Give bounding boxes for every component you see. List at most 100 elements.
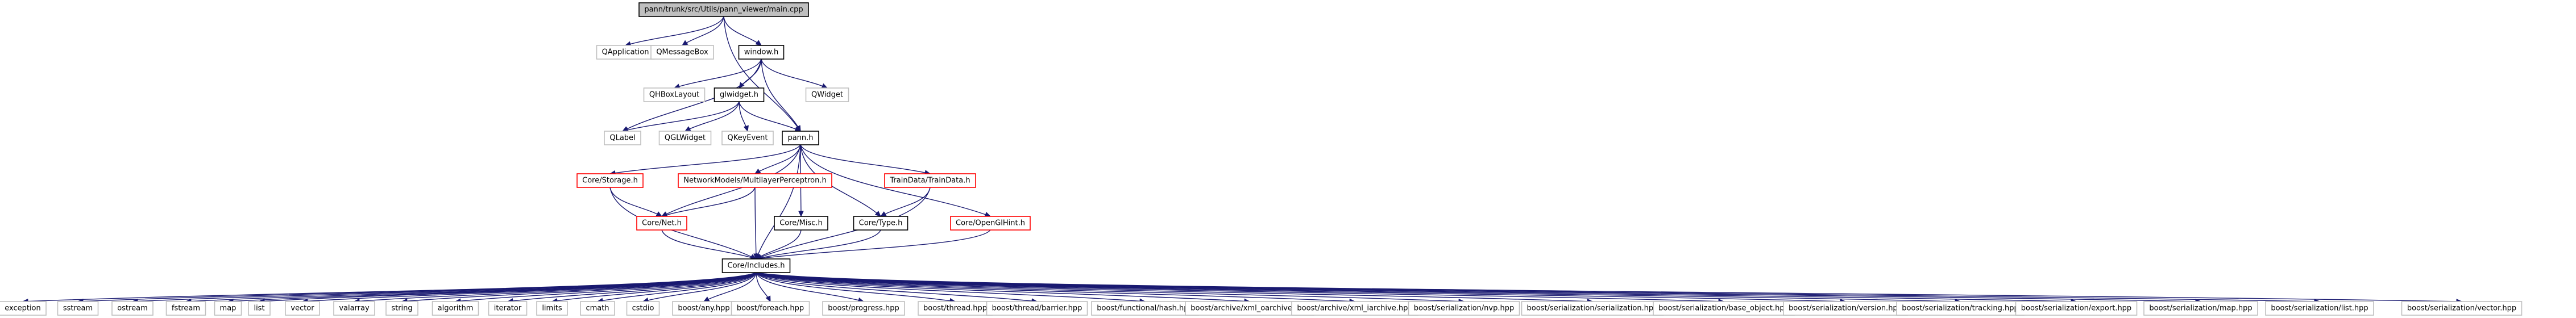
node-label: algorithm: [438, 304, 474, 313]
node-label: boost/serialization/base_object.hpp: [1658, 304, 1789, 313]
edge-coreopengl-to-coreincludes: [755, 229, 991, 261]
node-label: string: [391, 304, 412, 313]
node-box: [986, 301, 1088, 316]
node-glwidget[interactable]: glwidget.h: [714, 87, 765, 102]
node-box: [2015, 301, 2138, 316]
node-box: [638, 2, 809, 17]
node-box: [604, 131, 641, 145]
node-label: boost/serialization/vector.hpp: [2407, 304, 2516, 313]
node-label: ostream: [117, 304, 148, 313]
node-exception: exception: [0, 301, 47, 316]
node-smap: boost/serialization/map.hpp: [2143, 301, 2258, 316]
node-string: string: [385, 301, 418, 316]
node-box: [1653, 301, 1795, 316]
node-thread: boost/thread.hpp: [918, 301, 993, 316]
node-label: boost/serialization/serialization.hpp: [1527, 304, 1658, 313]
node-box: [714, 87, 765, 102]
node-label: QLabel: [609, 134, 635, 143]
node-label: boost/serialization/map.hpp: [2149, 304, 2252, 313]
node-networkmlp[interactable]: NetworkModels/MultilayerPerceptron.h: [678, 173, 832, 188]
node-window[interactable]: window.h: [738, 45, 785, 60]
node-box: [333, 301, 375, 316]
edge-window-to-qhboxlayout: [673, 58, 762, 89]
node-qmessagebox: QMessageBox: [650, 45, 714, 60]
node-corenet[interactable]: Core/Net.h: [636, 216, 687, 231]
edge-coretype-to-coreincludes: [755, 229, 881, 261]
node-box: [782, 131, 819, 145]
node-traindata[interactable]: TrainData/TrainData.h: [884, 173, 976, 188]
node-label: QGLWidget: [665, 134, 706, 143]
node-label: sstream: [63, 304, 93, 313]
node-cstdio: cstdio: [626, 301, 660, 316]
node-box: [1091, 301, 1199, 316]
edge-main-to-qapplication: [624, 16, 724, 47]
node-pann[interactable]: pann.h: [782, 131, 819, 145]
node-vector: vector: [285, 301, 320, 316]
node-coremisc[interactable]: Core/Misc.h: [774, 216, 828, 231]
node-qkeyevent: QKeyEvent: [721, 131, 774, 145]
node-version: boost/serialization/version.hpp: [1783, 301, 1908, 316]
node-box: [658, 131, 712, 145]
node-coreopengl[interactable]: Core/OpenGlHint.h: [950, 216, 1031, 231]
node-box: [853, 216, 909, 231]
node-base_object: boost/serialization/base_object.hpp: [1653, 301, 1795, 316]
node-label: cmath: [586, 304, 609, 313]
node-barrier: boost/thread/barrier.hpp: [986, 301, 1088, 316]
node-fstream: fstream: [165, 301, 206, 316]
node-foreach: boost/foreach.hpp: [731, 301, 810, 316]
node-label: exception: [5, 304, 41, 313]
node-label: boost/serialization/version.hpp: [1789, 304, 1902, 313]
node-nvp: boost/serialization/nvp.hpp: [1408, 301, 1520, 316]
node-coreincludes[interactable]: Core/Includes.h: [721, 258, 791, 273]
node-label: vector: [291, 304, 314, 313]
node-label: QApplication: [602, 48, 649, 57]
node-qglwidget: QGLWidget: [658, 131, 712, 145]
node-label: iterator: [494, 304, 522, 313]
node-main[interactable]: pann/trunk/src/Utils/pann_viewer/main.cp…: [638, 2, 809, 17]
node-box: [672, 301, 736, 316]
node-box: [2265, 301, 2374, 316]
node-box: [214, 301, 242, 316]
node-label: Core/Includes.h: [728, 262, 785, 270]
node-box: [805, 87, 849, 102]
node-coretype[interactable]: Core/Type.h: [853, 216, 909, 231]
node-label: map: [220, 304, 237, 313]
node-box: [488, 301, 528, 316]
edge-window-to-qwidget: [761, 58, 828, 89]
node-box: [111, 301, 154, 316]
edge-main-to-qmessagebox: [681, 16, 724, 46]
node-box: [576, 173, 644, 188]
node-box: [731, 301, 810, 316]
node-corestorage[interactable]: Core/Storage.h: [576, 173, 644, 188]
node-label: cstdio: [632, 304, 654, 313]
edge-networkmlp-to-corenet: [661, 187, 756, 217]
node-qwidget: QWidget: [805, 87, 849, 102]
node-label: boost/progress.hpp: [828, 304, 899, 313]
node-label: TrainData/TrainData.h: [889, 177, 970, 185]
node-label: boost/serialization/nvp.hpp: [1414, 304, 1514, 313]
node-cmath: cmath: [580, 301, 615, 316]
node-list: list: [248, 301, 271, 316]
node-box: [1408, 301, 1520, 316]
edge-glwidget-to-qglwidget: [684, 101, 740, 132]
node-slist: boost/serialization/list.hpp: [2265, 301, 2374, 316]
node-box: [626, 301, 660, 316]
edge-pann-to-traindata: [800, 144, 931, 175]
node-box: [1521, 301, 1664, 316]
node-export: boost/serialization/export.hpp: [2015, 301, 2138, 316]
node-label: Core/Net.h: [642, 219, 682, 228]
edge-pann-to-corestorage: [609, 144, 801, 176]
node-box: [1896, 301, 2025, 316]
node-box: [643, 87, 706, 102]
node-label: QMessageBox: [656, 48, 708, 57]
dependency-edges: [22, 16, 2463, 304]
node-serialization: boost/serialization/serialization.hpp: [1521, 301, 1664, 316]
node-label: boost/archive/xml_iarchive.hpp: [1297, 304, 1412, 313]
node-tracking: boost/serialization/tracking.hpp: [1896, 301, 2025, 316]
edge-pann-to-coreincludes: [755, 144, 801, 260]
node-box: [822, 301, 905, 316]
node-label: NetworkModels/MultilayerPerceptron.h: [683, 177, 826, 185]
node-label: valarray: [339, 304, 370, 313]
edge-main-to-window: [723, 16, 762, 46]
